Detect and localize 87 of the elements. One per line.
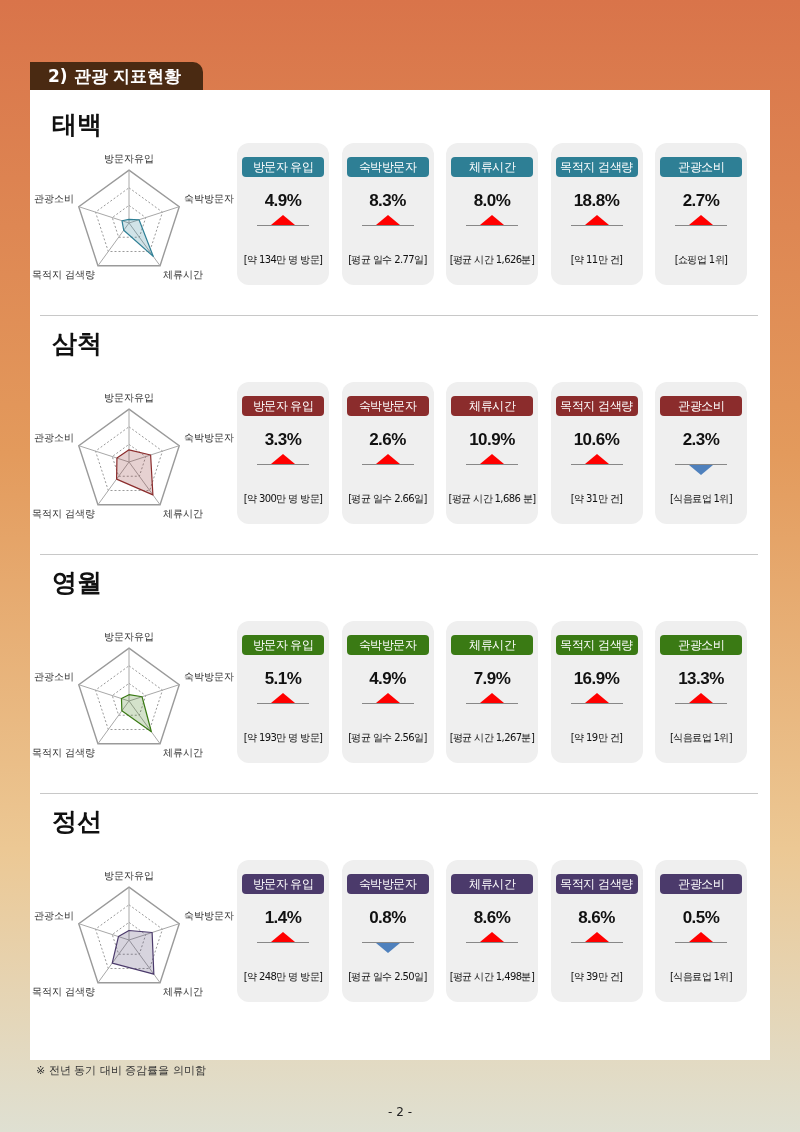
category-label: 체류시간: [451, 396, 533, 416]
category-label: 관광소비: [660, 157, 742, 177]
data-label: 13.3%: [677, 669, 725, 689]
category-label: 체류시간: [451, 157, 533, 177]
text: [약 193만 명 방문]: [242, 731, 324, 745]
chart-title: 태백: [52, 109, 102, 141]
chart-title: 삼척: [52, 328, 102, 360]
data-label: 16.9%: [572, 669, 621, 689]
data-label: 18.8%: [572, 191, 621, 211]
category-label: 관광소비: [660, 396, 742, 416]
category-label: 방문자 유입: [242, 874, 324, 894]
text: [쇼핑업 1위]: [673, 253, 729, 267]
data-label: 8.3%: [368, 191, 407, 211]
text: [평균 시간 1,686 분]: [447, 492, 537, 506]
category-label: 관광소비: [660, 635, 742, 655]
text: [식음료업 1위]: [669, 492, 733, 506]
spoke-label: 숙박방문자: [184, 909, 234, 921]
spoke-label: 숙박방문자: [184, 670, 234, 682]
chart-title: 정선: [52, 806, 102, 838]
text: [평균 시간 1,498분]: [448, 970, 536, 984]
spoke-label: 목적지 검색량: [31, 269, 96, 281]
category-label: 숙박방문자: [346, 396, 429, 416]
spoke-label: 방문자유입: [104, 869, 154, 881]
data-label: 10.6%: [572, 430, 621, 450]
category-label: 체류시간: [451, 874, 533, 894]
text: [평균 시간 1,626분]: [448, 253, 536, 267]
data-label: 7.9%: [472, 669, 512, 689]
spoke-label: 관광소비: [34, 192, 74, 204]
category-label: 숙박방문자: [346, 157, 429, 177]
category-label: 목적지 검색량: [555, 635, 638, 655]
text: [약 31만 건]: [569, 492, 624, 506]
category-label: 숙박방문자: [346, 635, 429, 655]
text: [평균 시간 1,267분]: [448, 731, 536, 745]
data-label: 8.6%: [472, 908, 512, 928]
spoke-label: 목적지 검색량: [31, 747, 96, 759]
text: 2) 관광 지표현황: [30, 62, 204, 90]
category-label: 방문자 유입: [242, 396, 324, 416]
data-label: 0.5%: [681, 908, 721, 928]
text: [식음료업 1위]: [669, 731, 733, 745]
data-label: 4.9%: [368, 669, 407, 689]
text: [약 11만 건]: [569, 253, 624, 267]
spoke-label: 방문자유입: [104, 391, 154, 403]
data-label: 3.3%: [263, 430, 303, 450]
text: [약 19만 건]: [569, 731, 624, 745]
text: [평균 일수 2.50일]: [347, 970, 428, 984]
data-label: 8.0%: [472, 191, 512, 211]
spoke-label: 관광소비: [34, 909, 74, 921]
spoke-label: 방문자유입: [104, 152, 154, 164]
data-label: 0.8%: [368, 908, 407, 928]
category-label: 목적지 검색량: [555, 157, 638, 177]
text: [약 300만 명 방문]: [242, 492, 324, 506]
data-label: 4.9%: [263, 191, 303, 211]
spoke-label: 체류시간: [162, 508, 203, 520]
text: - 2 -: [387, 1105, 413, 1119]
category-label: 방문자 유입: [242, 635, 324, 655]
text: [평균 일수 2.56일]: [347, 731, 428, 745]
text: [식음료업 1위]: [669, 970, 733, 984]
data-label: 1.4%: [263, 908, 303, 928]
data-label: 10.9%: [468, 430, 516, 450]
text: [약 134만 명 방문]: [242, 253, 324, 267]
spoke-label: 체류시간: [162, 747, 203, 759]
category-label: 체류시간: [451, 635, 533, 655]
category-label: 관광소비: [660, 874, 742, 894]
spoke-label: 관광소비: [34, 431, 74, 443]
data-label: 2.3%: [681, 430, 721, 450]
spoke-label: 체류시간: [162, 986, 203, 998]
text: [약 39만 건]: [569, 970, 624, 984]
spoke-label: 목적지 검색량: [31, 986, 96, 998]
data-label: 2.7%: [681, 191, 721, 211]
spoke-label: 방문자유입: [104, 630, 154, 642]
data-label: 8.6%: [577, 908, 616, 928]
spoke-label: 목적지 검색량: [31, 508, 96, 520]
category-label: 방문자 유입: [242, 157, 324, 177]
spoke-label: 관광소비: [34, 670, 74, 682]
text: [평균 일수 2.77일]: [347, 253, 428, 267]
spoke-label: 숙박방문자: [184, 431, 234, 443]
text: ※ 전년 동기 대비 증감률을 의미함: [36, 1063, 206, 1078]
spoke-label: 체류시간: [162, 269, 203, 281]
category-label: 숙박방문자: [346, 874, 429, 894]
category-label: 목적지 검색량: [555, 396, 638, 416]
spoke-label: 숙박방문자: [184, 192, 234, 204]
category-label: 목적지 검색량: [555, 874, 638, 894]
text: [약 248만 명 방문]: [242, 970, 324, 984]
chart-title: 영월: [52, 567, 102, 599]
text: [평균 일수 2.66일]: [347, 492, 428, 506]
data-label: 5.1%: [263, 669, 303, 689]
data-label: 2.6%: [368, 430, 407, 450]
